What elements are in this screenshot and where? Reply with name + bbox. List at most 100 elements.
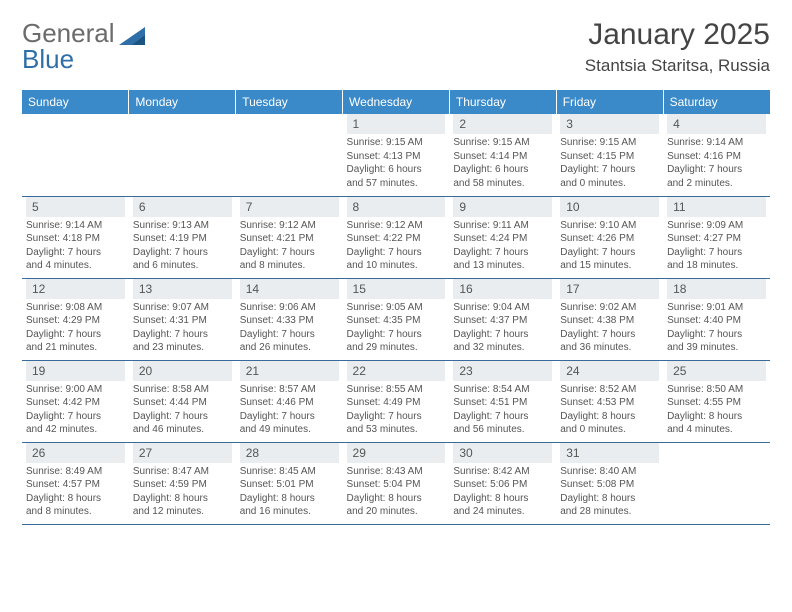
day-info-line: Daylight: 7 hours xyxy=(133,328,232,342)
day-info-line: Sunrise: 9:14 AM xyxy=(667,136,766,150)
calendar-cell: 20Sunrise: 8:58 AMSunset: 4:44 PMDayligh… xyxy=(129,360,236,442)
day-info-line: and 8 minutes. xyxy=(240,259,339,273)
day-info-line: Sunrise: 9:12 AM xyxy=(347,219,446,233)
day-number: 17 xyxy=(560,279,659,299)
day-number: 30 xyxy=(453,443,552,463)
day-info-line: Daylight: 7 hours xyxy=(560,163,659,177)
day-number: 14 xyxy=(240,279,339,299)
day-info-line: and 21 minutes. xyxy=(26,341,125,355)
calendar-cell: 27Sunrise: 8:47 AMSunset: 4:59 PMDayligh… xyxy=(129,442,236,524)
calendar-cell xyxy=(129,114,236,196)
day-info-line: Sunrise: 9:15 AM xyxy=(453,136,552,150)
day-info-line: and 18 minutes. xyxy=(667,259,766,273)
calendar-cell: 7Sunrise: 9:12 AMSunset: 4:21 PMDaylight… xyxy=(236,196,343,278)
day-info-line: Sunrise: 9:12 AM xyxy=(240,219,339,233)
calendar-cell: 8Sunrise: 9:12 AMSunset: 4:22 PMDaylight… xyxy=(343,196,450,278)
day-info-line: Daylight: 7 hours xyxy=(133,410,232,424)
location: Stantsia Staritsa, Russia xyxy=(585,56,770,76)
calendar-cell: 22Sunrise: 8:55 AMSunset: 4:49 PMDayligh… xyxy=(343,360,450,442)
day-info-line: Sunset: 4:15 PM xyxy=(560,150,659,164)
day-info-line: and 6 minutes. xyxy=(133,259,232,273)
day-info-line: and 0 minutes. xyxy=(560,177,659,191)
calendar-row: 5Sunrise: 9:14 AMSunset: 4:18 PMDaylight… xyxy=(22,196,770,278)
day-info-line: Sunset: 5:04 PM xyxy=(347,478,446,492)
day-info-line: and 23 minutes. xyxy=(133,341,232,355)
day-info-line: and 39 minutes. xyxy=(667,341,766,355)
day-number: 10 xyxy=(560,197,659,217)
calendar-cell: 24Sunrise: 8:52 AMSunset: 4:53 PMDayligh… xyxy=(556,360,663,442)
day-info-line: Sunrise: 9:15 AM xyxy=(560,136,659,150)
day-info-line: and 4 minutes. xyxy=(26,259,125,273)
day-info-line: Sunset: 4:26 PM xyxy=(560,232,659,246)
day-number: 23 xyxy=(453,361,552,381)
calendar-cell: 28Sunrise: 8:45 AMSunset: 5:01 PMDayligh… xyxy=(236,442,343,524)
day-info-line: Daylight: 8 hours xyxy=(133,492,232,506)
day-info-line: Sunrise: 9:06 AM xyxy=(240,301,339,315)
day-info-line: Sunrise: 9:02 AM xyxy=(560,301,659,315)
day-info-line: Sunset: 5:08 PM xyxy=(560,478,659,492)
day-info-line: and 56 minutes. xyxy=(453,423,552,437)
day-info-line: Sunset: 4:19 PM xyxy=(133,232,232,246)
day-info-line: Daylight: 7 hours xyxy=(26,246,125,260)
day-number: 24 xyxy=(560,361,659,381)
day-info-line: Sunrise: 8:50 AM xyxy=(667,383,766,397)
day-info-line: and 8 minutes. xyxy=(26,505,125,519)
calendar-cell: 21Sunrise: 8:57 AMSunset: 4:46 PMDayligh… xyxy=(236,360,343,442)
day-info-line: and 32 minutes. xyxy=(453,341,552,355)
day-info-line: and 49 minutes. xyxy=(240,423,339,437)
calendar-cell: 16Sunrise: 9:04 AMSunset: 4:37 PMDayligh… xyxy=(449,278,556,360)
day-number: 18 xyxy=(667,279,766,299)
day-info-line: Sunset: 4:21 PM xyxy=(240,232,339,246)
calendar-cell xyxy=(236,114,343,196)
day-info-line: Sunrise: 9:07 AM xyxy=(133,301,232,315)
day-info-line: Daylight: 7 hours xyxy=(453,328,552,342)
day-number: 6 xyxy=(133,197,232,217)
calendar-cell xyxy=(663,442,770,524)
day-number: 22 xyxy=(347,361,446,381)
day-info-line: Daylight: 8 hours xyxy=(347,492,446,506)
day-number: 9 xyxy=(453,197,552,217)
calendar-cell: 19Sunrise: 9:00 AMSunset: 4:42 PMDayligh… xyxy=(22,360,129,442)
weekday-header-row: Sunday Monday Tuesday Wednesday Thursday… xyxy=(22,90,770,114)
day-info-line: Daylight: 8 hours xyxy=(667,410,766,424)
calendar-cell: 1Sunrise: 9:15 AMSunset: 4:13 PMDaylight… xyxy=(343,114,450,196)
day-info-line: Sunset: 4:14 PM xyxy=(453,150,552,164)
calendar-cell: 29Sunrise: 8:43 AMSunset: 5:04 PMDayligh… xyxy=(343,442,450,524)
calendar-cell: 2Sunrise: 9:15 AMSunset: 4:14 PMDaylight… xyxy=(449,114,556,196)
day-info-line: Sunrise: 8:47 AM xyxy=(133,465,232,479)
day-info-line: and 57 minutes. xyxy=(347,177,446,191)
day-number: 25 xyxy=(667,361,766,381)
calendar-cell: 5Sunrise: 9:14 AMSunset: 4:18 PMDaylight… xyxy=(22,196,129,278)
day-number: 5 xyxy=(26,197,125,217)
day-info-line: Sunset: 4:16 PM xyxy=(667,150,766,164)
logo-triangle-icon xyxy=(119,23,145,45)
day-info-line: Sunrise: 9:05 AM xyxy=(347,301,446,315)
calendar-row: 26Sunrise: 8:49 AMSunset: 4:57 PMDayligh… xyxy=(22,442,770,524)
day-info-line: and 2 minutes. xyxy=(667,177,766,191)
weekday-header: Thursday xyxy=(449,90,556,114)
weekday-header: Sunday xyxy=(22,90,129,114)
day-info-line: Daylight: 7 hours xyxy=(667,246,766,260)
day-number: 31 xyxy=(560,443,659,463)
calendar-cell: 26Sunrise: 8:49 AMSunset: 4:57 PMDayligh… xyxy=(22,442,129,524)
day-number: 19 xyxy=(26,361,125,381)
day-number: 16 xyxy=(453,279,552,299)
day-info-line: Sunset: 4:27 PM xyxy=(667,232,766,246)
day-info-line: Sunrise: 8:49 AM xyxy=(26,465,125,479)
calendar-cell: 30Sunrise: 8:42 AMSunset: 5:06 PMDayligh… xyxy=(449,442,556,524)
day-info-line: Sunrise: 9:10 AM xyxy=(560,219,659,233)
day-info-line: Sunrise: 9:13 AM xyxy=(133,219,232,233)
day-info-line: Sunset: 4:42 PM xyxy=(26,396,125,410)
calendar-cell: 12Sunrise: 9:08 AMSunset: 4:29 PMDayligh… xyxy=(22,278,129,360)
day-info-line: Sunset: 4:55 PM xyxy=(667,396,766,410)
calendar-cell: 18Sunrise: 9:01 AMSunset: 4:40 PMDayligh… xyxy=(663,278,770,360)
day-info-line: Daylight: 7 hours xyxy=(133,246,232,260)
calendar-cell: 11Sunrise: 9:09 AMSunset: 4:27 PMDayligh… xyxy=(663,196,770,278)
month-title: January 2025 xyxy=(585,18,770,52)
day-info-line: Sunrise: 9:09 AM xyxy=(667,219,766,233)
day-info-line: Sunset: 4:35 PM xyxy=(347,314,446,328)
calendar-page: General January 2025 Stantsia Staritsa, … xyxy=(0,0,792,525)
day-info-line: and 46 minutes. xyxy=(133,423,232,437)
day-info-line: Daylight: 7 hours xyxy=(453,410,552,424)
calendar-cell: 17Sunrise: 9:02 AMSunset: 4:38 PMDayligh… xyxy=(556,278,663,360)
